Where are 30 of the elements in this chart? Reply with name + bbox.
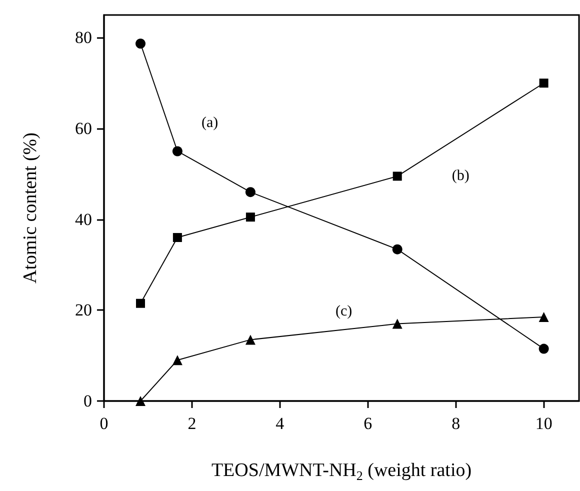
series-label: (c) [335, 304, 352, 320]
x-tick-label: 4 [276, 414, 285, 433]
x-tick-label: 2 [188, 414, 196, 433]
point [539, 78, 548, 88]
point [136, 298, 146, 308]
point [172, 355, 182, 366]
x-tick-label: 6 [364, 414, 372, 433]
point [538, 344, 549, 354]
x-tick-label: 8 [452, 414, 460, 433]
y-tick-label: 20 [75, 300, 92, 320]
point [392, 244, 402, 254]
point [392, 318, 402, 329]
point [172, 233, 182, 242]
point [245, 334, 256, 345]
y-axis-title: Atomic content (%) [20, 132, 41, 284]
x-tick-label: 0 [100, 414, 108, 433]
x-tick-label: 10 [535, 414, 552, 433]
y-tick-label: 80 [75, 28, 92, 48]
series-label: (a) [201, 115, 218, 132]
y-tick-label: 60 [75, 119, 92, 138]
point [245, 187, 256, 198]
point [392, 172, 402, 181]
y-tick-label: 0 [84, 392, 92, 410]
point [172, 146, 182, 156]
series-label: (b) [452, 168, 470, 184]
point [246, 212, 255, 222]
point [136, 396, 146, 406]
y-tick-label: 40 [75, 210, 92, 229]
point [136, 38, 146, 49]
point [538, 312, 549, 322]
